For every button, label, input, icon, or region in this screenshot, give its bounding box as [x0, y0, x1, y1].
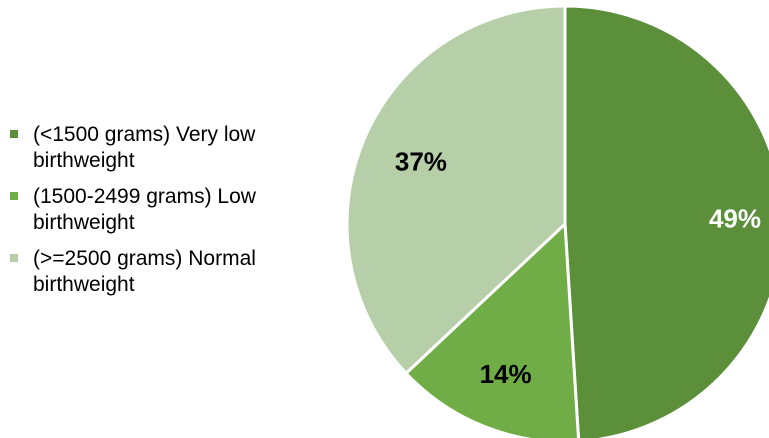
- legend-swatch: [10, 192, 18, 200]
- pie-slice: [345, 4, 567, 375]
- chart-legend: (<1500 grams) Very low birthweight (1500…: [10, 122, 300, 308]
- legend-label: (1500-2499 grams) Low birthweight: [33, 185, 256, 234]
- legend-swatch: [10, 254, 18, 262]
- legend-item-low: (1500-2499 grams) Low birthweight: [10, 184, 300, 236]
- slice-data-label: 49%: [709, 204, 761, 234]
- legend-label: (<1500 grams) Very low birthweight: [33, 123, 256, 172]
- legend-item-normal: (>=2500 grams) Normal birthweight: [10, 246, 300, 298]
- legend-item-very-low: (<1500 grams) Very low birthweight: [10, 122, 300, 174]
- legend-swatch: [10, 130, 18, 138]
- slice-data-label: 37%: [395, 147, 447, 177]
- pie-slice: [404, 222, 580, 438]
- legend-label: (>=2500 grams) Normal birthweight: [33, 247, 256, 296]
- pie-slice: [563, 4, 769, 438]
- slice-data-label: 14%: [480, 359, 532, 389]
